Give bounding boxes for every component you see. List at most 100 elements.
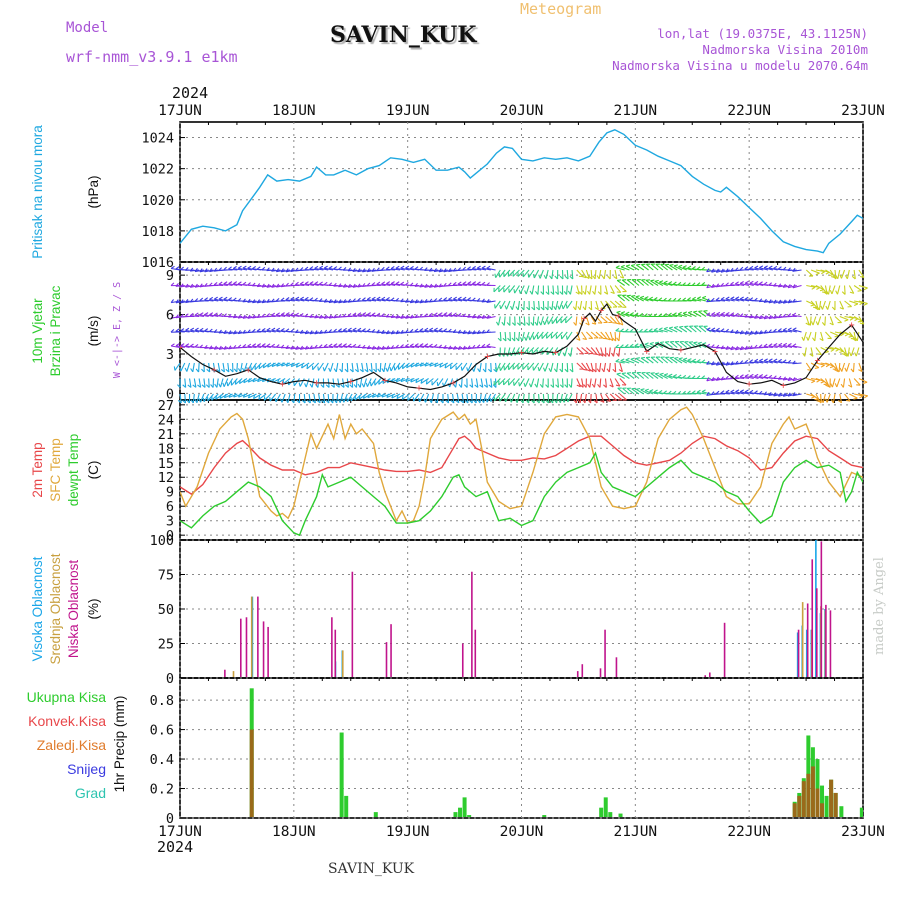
wind-barb: [257, 330, 267, 333]
wind-barb: [787, 284, 797, 289]
wind-barb-flag: [524, 336, 527, 341]
y-tick-temperature: 9: [166, 485, 174, 501]
wind-barb-flag: [210, 384, 214, 388]
wind-barb: [281, 314, 291, 318]
wind-barb: [806, 300, 815, 306]
wind-barb: [834, 316, 842, 324]
wind-barb: [555, 331, 563, 339]
wind-barb-flag: [447, 328, 452, 333]
wind-barb: [556, 393, 559, 404]
wind-barb: [276, 314, 286, 318]
wind-barb: [304, 331, 314, 335]
wind-barb: [595, 393, 598, 403]
wind-barb-flag: [696, 375, 701, 379]
wind-barb-flag: [228, 345, 232, 350]
wind-barb: [711, 329, 721, 333]
wind-barb-flag: [433, 312, 438, 316]
wind-barb-flag: [291, 399, 295, 404]
wind-barb: [552, 378, 555, 388]
wind-barb: [390, 315, 400, 319]
wind-barb-flag: [406, 363, 409, 368]
wind-barb: [668, 375, 678, 380]
wind-barb-flag: [448, 312, 453, 316]
wind-barb-flag: [228, 330, 232, 335]
wind-barb-flag: [315, 383, 319, 388]
wind-barb: [630, 358, 640, 364]
bar-clouds-niska-oblacnost: [576, 671, 579, 677]
wind-barb-flag: [390, 266, 395, 270]
wind-barb: [533, 362, 540, 371]
wind-barb: [203, 393, 210, 403]
wind-barb-flag: [290, 296, 295, 300]
wind-barb-flag: [333, 343, 338, 347]
wind-barb-flag: [815, 321, 819, 326]
wind-barb-flag: [439, 363, 442, 368]
wind-barb: [362, 269, 372, 273]
wind-barb-flag: [450, 399, 455, 404]
wind-barb-flag: [543, 274, 547, 280]
wind-barb-flag: [634, 312, 639, 316]
wind-barb-flag: [481, 343, 486, 348]
wind-barb-flag: [458, 384, 462, 388]
wind-barb: [410, 300, 420, 304]
wind-barb-flag: [660, 341, 665, 344]
wind-barb-flag: [777, 314, 782, 319]
wind-barb-flag: [381, 281, 386, 285]
wind-barb: [443, 314, 453, 318]
wind-barb-flag: [467, 330, 471, 335]
wind-barb-flag: [538, 274, 541, 279]
wind-barb: [773, 360, 783, 364]
wind-barb-flag: [476, 330, 480, 334]
wind-barb: [668, 327, 678, 333]
wind-barb-flag: [175, 299, 179, 304]
bar-precip-konvek-kisa: [249, 729, 254, 817]
wind-barb: [839, 300, 845, 310]
wind-barb: [576, 331, 581, 341]
wind-barb: [625, 265, 635, 271]
wind-barb-flag: [620, 344, 624, 348]
wind-barb-flag: [347, 283, 351, 288]
wind-barb: [266, 329, 276, 333]
wind-barb: [194, 269, 204, 273]
wind-barb: [424, 393, 430, 403]
wind-barb: [725, 298, 735, 302]
wind-barb-flag: [256, 343, 261, 347]
wind-barb-flag: [414, 314, 418, 318]
wind-barb-flag: [361, 383, 365, 388]
wind-barb: [631, 372, 640, 379]
wind-barb-flag: [213, 345, 218, 350]
wind-barb-flag: [226, 382, 229, 387]
wind-barb: [739, 376, 750, 380]
wind-barb: [754, 360, 764, 364]
wind-barb: [361, 362, 364, 372]
wind-barb-flag: [773, 392, 777, 397]
wind-barb: [730, 391, 740, 395]
wind-barb-flag: [247, 298, 251, 303]
wind-barb-flag: [438, 283, 442, 288]
wind-barb-flag: [621, 372, 626, 375]
wind-barb-flag: [218, 281, 223, 285]
wind-barb: [472, 268, 482, 271]
wind-barb: [305, 378, 310, 388]
wind-barb-flag: [820, 305, 823, 310]
wind-barb: [792, 393, 802, 397]
wind-barb-flag: [710, 391, 715, 395]
wind-barb-flag: [553, 368, 558, 373]
wind-barb-flag: [811, 380, 816, 384]
wind-barb-flag: [720, 268, 724, 273]
wind-barb-flag: [550, 384, 554, 388]
wind-barb-flag: [261, 327, 266, 332]
wind-barb-flag: [405, 265, 410, 269]
wind-barb-flag: [563, 291, 568, 295]
wind-barb-flag: [434, 362, 437, 367]
wind-barb: [854, 393, 864, 397]
wind-barb-flag: [509, 398, 512, 403]
wind-barb-flag: [285, 282, 289, 287]
wind-barb: [754, 375, 764, 380]
wind-barb: [462, 283, 472, 287]
wind-barb: [481, 315, 491, 319]
wind-barb: [754, 331, 764, 335]
wind-barb-flag: [266, 327, 271, 331]
wind-barb-flag: [693, 341, 698, 344]
wind-barb-flag: [592, 290, 596, 295]
